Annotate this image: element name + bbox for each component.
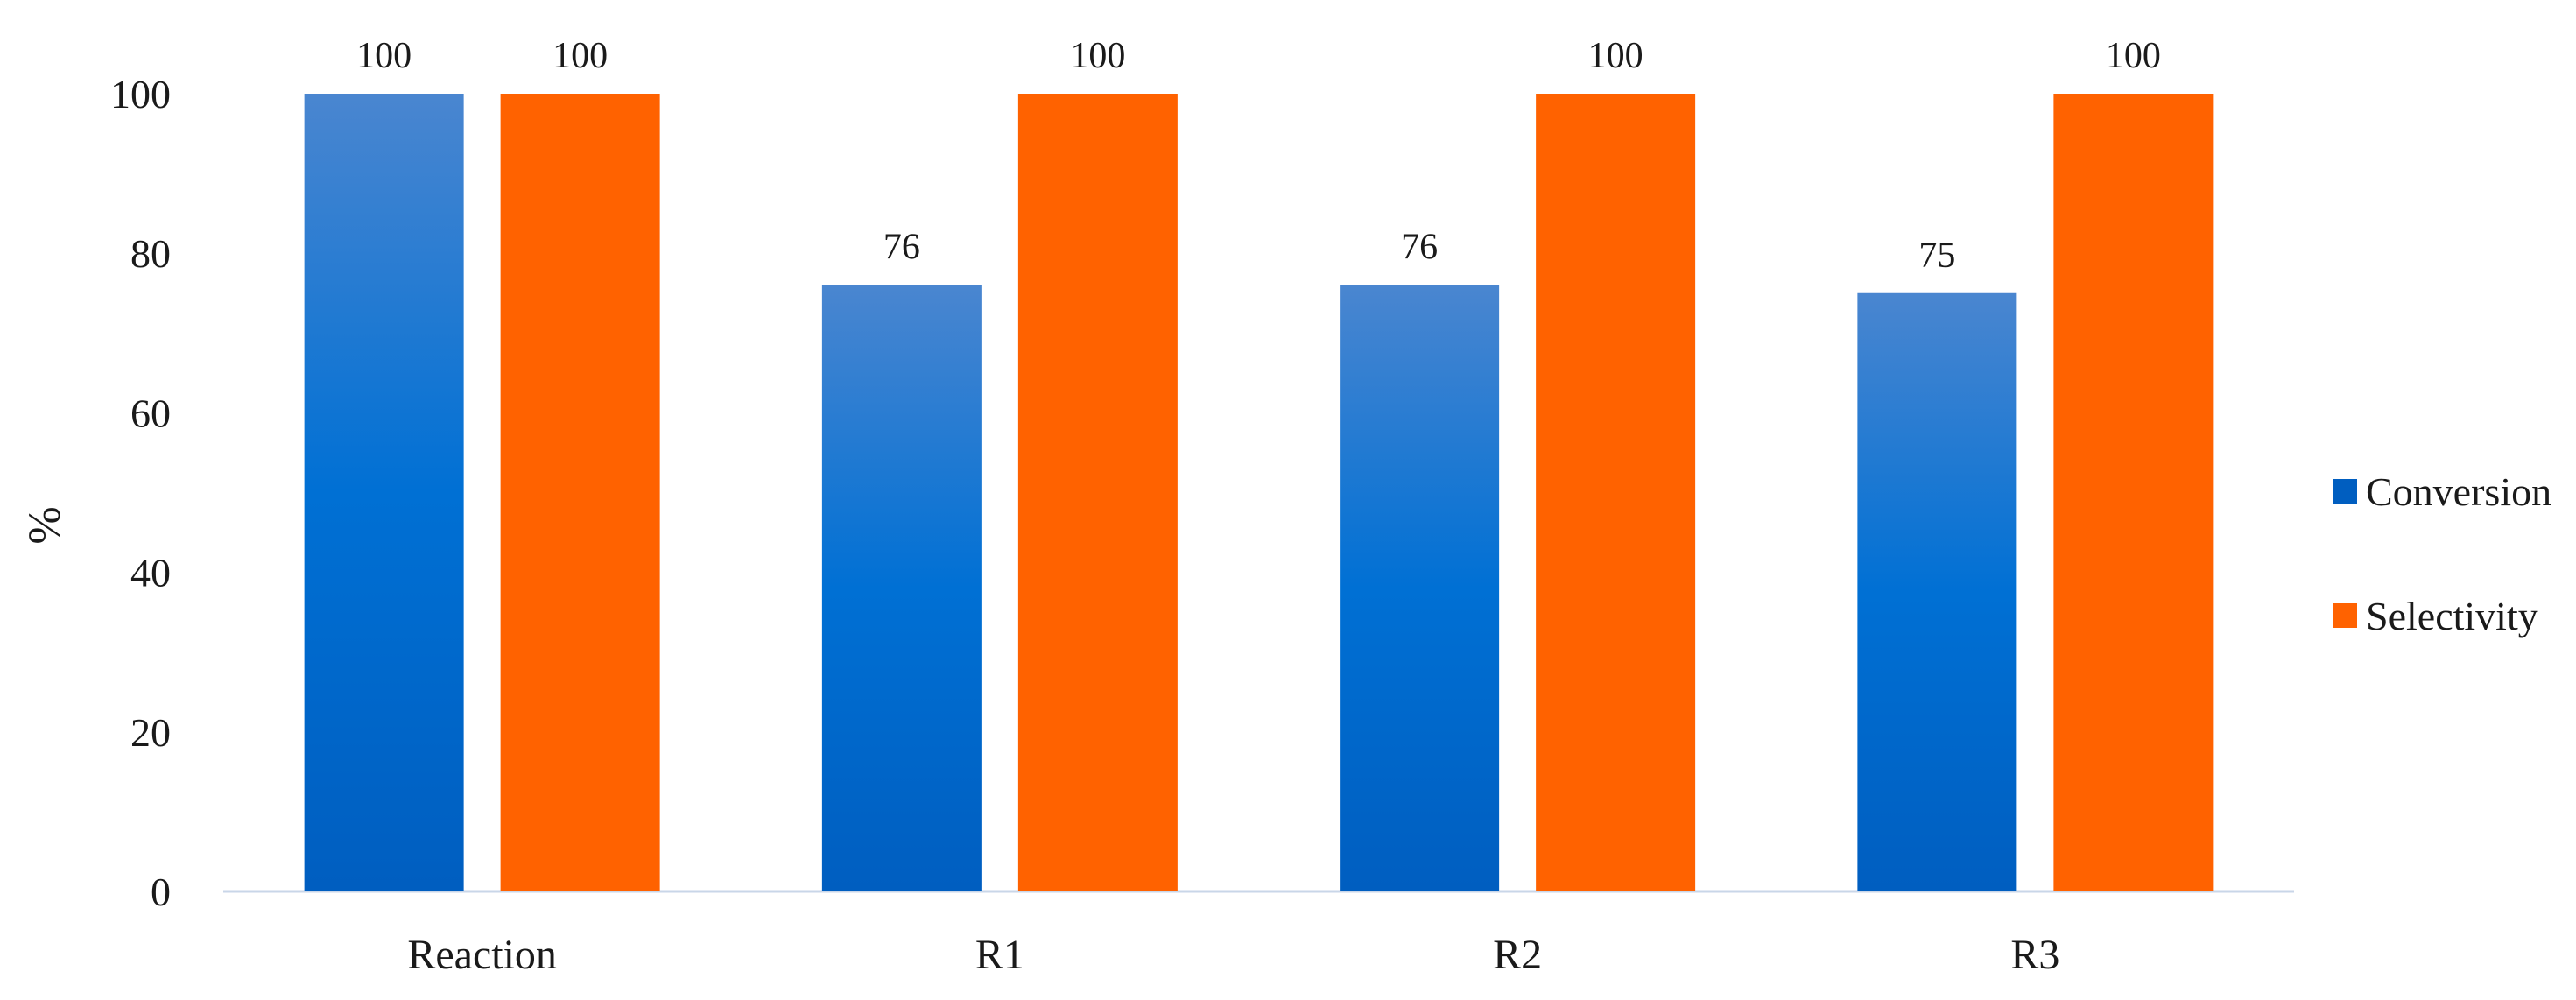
x-tick-label: Reaction — [407, 932, 557, 978]
bar-selectivity — [1017, 94, 1178, 891]
y-axis-label: % — [20, 506, 70, 544]
legend-label: Selectivity — [2366, 594, 2538, 638]
y-axis: 0 20 40 60 80 100 — [110, 72, 171, 914]
data-label: 100 — [356, 36, 412, 76]
data-labels: 100 100 76 100 76 100 75 100 — [356, 36, 2161, 276]
bar-conversion — [821, 285, 982, 891]
legend-swatch — [2333, 479, 2357, 504]
y-tick-label: 0 — [151, 870, 171, 914]
data-label: 76 — [883, 228, 920, 268]
bar-conversion — [1340, 285, 1500, 891]
x-tick-label: R2 — [1493, 932, 1542, 978]
data-label: 100 — [1070, 36, 1125, 76]
x-tick-label: R3 — [2010, 932, 2059, 978]
data-label: 100 — [1588, 36, 1643, 76]
y-tick-label: 80 — [130, 231, 171, 276]
bar-conversion — [1857, 292, 2017, 891]
x-axis: Reaction R1 R2 R3 — [223, 890, 2294, 978]
y-tick-label: 20 — [130, 710, 171, 755]
legend-label: Conversion — [2366, 469, 2551, 514]
y-tick-label: 40 — [130, 551, 171, 595]
data-label: 76 — [1401, 228, 1438, 268]
legend-swatch — [2333, 603, 2357, 628]
data-label: 100 — [553, 36, 608, 76]
x-tick-label: R1 — [975, 932, 1024, 978]
bar-selectivity — [2053, 94, 2214, 891]
y-tick-label: 60 — [130, 391, 171, 435]
legend: Conversion Selectivity — [2333, 469, 2551, 638]
bars — [304, 94, 2214, 891]
bar-conversion — [304, 94, 464, 891]
y-tick-label: 100 — [110, 72, 171, 116]
data-label: 100 — [2106, 36, 2161, 76]
bar-selectivity — [500, 94, 660, 891]
bar-selectivity — [1536, 94, 1696, 891]
data-label: 75 — [1918, 236, 1955, 276]
